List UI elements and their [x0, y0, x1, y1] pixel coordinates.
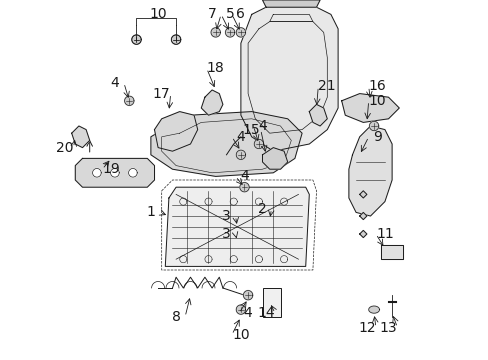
Polygon shape: [124, 96, 134, 105]
Polygon shape: [236, 150, 245, 159]
Polygon shape: [154, 112, 197, 151]
Polygon shape: [359, 212, 366, 220]
Text: 7: 7: [207, 8, 216, 21]
Polygon shape: [128, 168, 137, 177]
Text: 4: 4: [240, 170, 248, 183]
Polygon shape: [132, 35, 141, 44]
Polygon shape: [341, 94, 399, 122]
Polygon shape: [359, 191, 366, 198]
Polygon shape: [348, 126, 391, 216]
Text: 2: 2: [258, 202, 266, 216]
Polygon shape: [262, 0, 320, 7]
Text: 14: 14: [257, 306, 274, 320]
Polygon shape: [72, 126, 89, 148]
Text: 21: 21: [318, 80, 335, 93]
Polygon shape: [236, 305, 245, 314]
Polygon shape: [381, 245, 402, 259]
Polygon shape: [165, 187, 309, 266]
Text: 4: 4: [258, 119, 266, 133]
Polygon shape: [239, 183, 249, 192]
Text: 4: 4: [243, 306, 252, 320]
Text: 3: 3: [222, 209, 230, 223]
Polygon shape: [171, 35, 181, 44]
Polygon shape: [243, 291, 252, 300]
Polygon shape: [254, 139, 263, 149]
Polygon shape: [132, 35, 141, 44]
Text: 12: 12: [357, 321, 375, 334]
Polygon shape: [262, 148, 287, 169]
Text: 10: 10: [368, 94, 386, 108]
Polygon shape: [110, 168, 119, 177]
Text: 13: 13: [379, 321, 397, 334]
Polygon shape: [151, 112, 302, 176]
Text: 3: 3: [222, 227, 230, 241]
Text: 11: 11: [375, 227, 393, 241]
Text: 15: 15: [243, 123, 260, 136]
Polygon shape: [241, 7, 337, 151]
Polygon shape: [201, 90, 223, 115]
Polygon shape: [309, 104, 326, 126]
Text: 5: 5: [225, 8, 234, 21]
Polygon shape: [236, 28, 245, 37]
Text: 9: 9: [372, 130, 381, 144]
Polygon shape: [359, 230, 366, 238]
Polygon shape: [211, 28, 220, 37]
Polygon shape: [171, 35, 181, 44]
Text: 19: 19: [102, 162, 120, 176]
Polygon shape: [92, 168, 101, 177]
Text: 8: 8: [171, 310, 180, 324]
Polygon shape: [225, 28, 234, 37]
Text: 16: 16: [368, 80, 386, 93]
Text: 10: 10: [232, 328, 249, 342]
Text: 1: 1: [146, 206, 155, 219]
Polygon shape: [368, 121, 378, 131]
Text: 10: 10: [149, 8, 166, 21]
Text: 18: 18: [206, 62, 224, 75]
Text: 4: 4: [110, 76, 119, 90]
Text: 6: 6: [236, 8, 245, 21]
Text: 4: 4: [236, 130, 245, 144]
Bar: [262, 288, 280, 317]
Text: 17: 17: [153, 87, 170, 100]
Polygon shape: [75, 158, 154, 187]
Polygon shape: [368, 306, 379, 313]
Text: 20: 20: [56, 141, 73, 154]
